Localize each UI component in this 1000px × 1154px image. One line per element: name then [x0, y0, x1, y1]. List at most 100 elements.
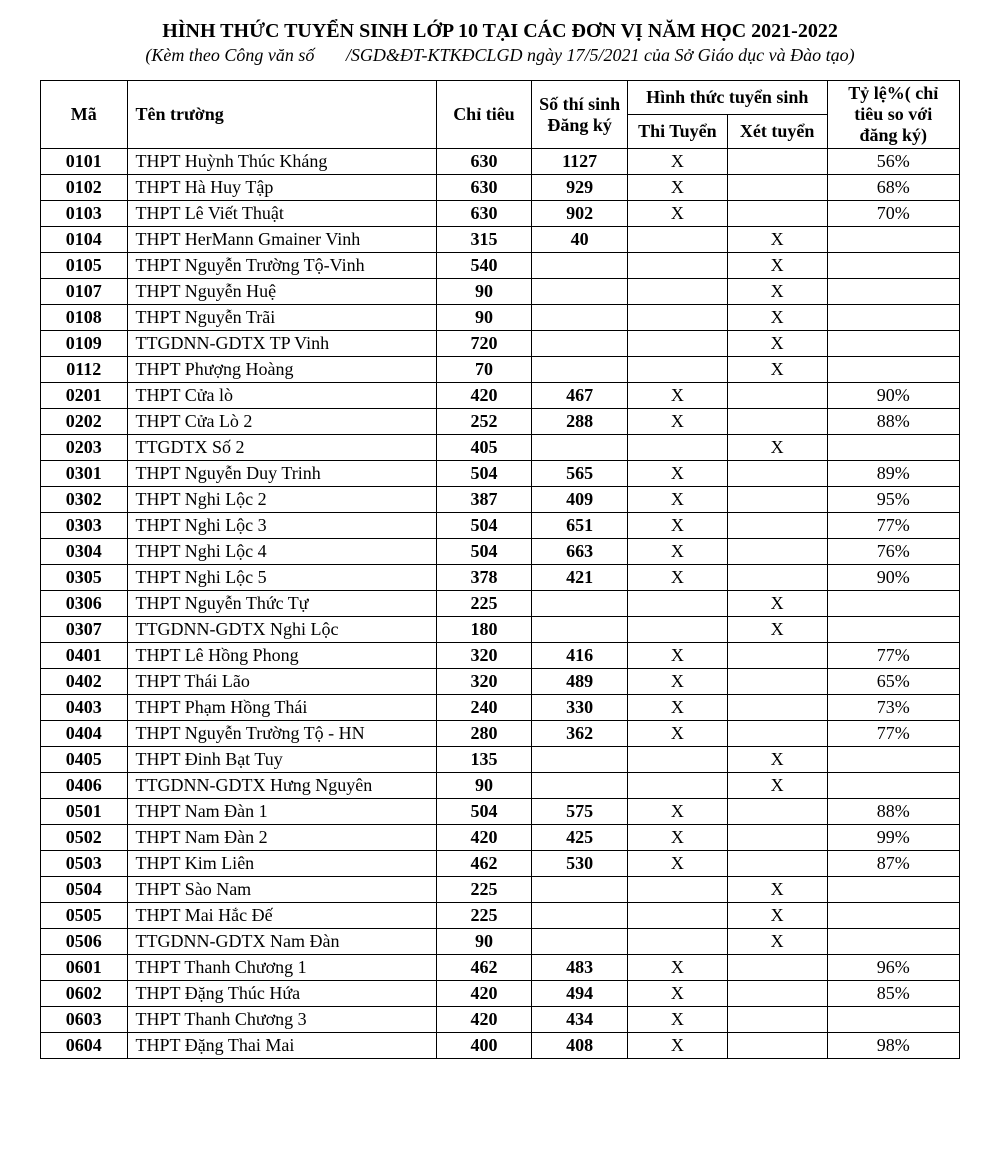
cell-ten: THPT Cửa lò	[127, 383, 436, 409]
cell-dangky: 663	[532, 539, 628, 565]
cell-thituyen: X	[628, 487, 728, 513]
cell-chitieu: 252	[436, 409, 532, 435]
cell-dangky: 575	[532, 799, 628, 825]
cell-ten: THPT Nghi Lộc 3	[127, 513, 436, 539]
cell-tyle	[827, 357, 959, 383]
col-header-tyle: Tỷ lệ%( chỉ tiêu so với đăng ký)	[827, 81, 959, 149]
cell-thituyen: X	[628, 409, 728, 435]
cell-ma: 0304	[41, 539, 128, 565]
cell-chitieu: 720	[436, 331, 532, 357]
cell-ma: 0601	[41, 955, 128, 981]
cell-dangky: 408	[532, 1033, 628, 1059]
cell-thituyen	[628, 253, 728, 279]
table-row: 0101THPT Huỳnh Thúc Kháng6301127X56%	[41, 149, 960, 175]
cell-ten: THPT Thanh Chương 3	[127, 1007, 436, 1033]
cell-ma: 0201	[41, 383, 128, 409]
cell-tyle	[827, 773, 959, 799]
cell-tyle	[827, 253, 959, 279]
table-row: 0504THPT Sào Nam225X	[41, 877, 960, 903]
cell-ma: 0506	[41, 929, 128, 955]
cell-dangky	[532, 773, 628, 799]
cell-xettuyen	[727, 461, 827, 487]
cell-xettuyen	[727, 513, 827, 539]
cell-thituyen: X	[628, 825, 728, 851]
cell-thituyen: X	[628, 539, 728, 565]
cell-thituyen: X	[628, 149, 728, 175]
cell-tyle: 77%	[827, 721, 959, 747]
cell-chitieu: 90	[436, 305, 532, 331]
cell-ten: TTGDNN-GDTX TP Vinh	[127, 331, 436, 357]
col-header-sothi: Số thí sinh Đăng ký	[532, 81, 628, 149]
cell-thituyen: X	[628, 981, 728, 1007]
cell-ten: TTGDNN-GDTX Hưng Nguyên	[127, 773, 436, 799]
table-row: 0602THPT Đặng Thúc Hứa420494X85%	[41, 981, 960, 1007]
cell-dangky: 902	[532, 201, 628, 227]
cell-xettuyen	[727, 1007, 827, 1033]
cell-dangky: 40	[532, 227, 628, 253]
cell-dangky: 651	[532, 513, 628, 539]
cell-ma: 0203	[41, 435, 128, 461]
cell-tyle: 70%	[827, 201, 959, 227]
cell-ten: THPT Nguyễn Trường Tộ-Vinh	[127, 253, 436, 279]
cell-thituyen	[628, 331, 728, 357]
cell-xettuyen: X	[727, 435, 827, 461]
cell-thituyen: X	[628, 175, 728, 201]
table-row: 0406TTGDNN-GDTX Hưng Nguyên90X	[41, 773, 960, 799]
cell-xettuyen	[727, 565, 827, 591]
cell-dangky	[532, 617, 628, 643]
cell-ten: THPT Kim Liên	[127, 851, 436, 877]
cell-chitieu: 420	[436, 1007, 532, 1033]
cell-xettuyen: X	[727, 877, 827, 903]
table-row: 0107THPT Nguyễn Huệ90X	[41, 279, 960, 305]
cell-dangky: 409	[532, 487, 628, 513]
cell-ten: THPT Nguyễn Duy Trinh	[127, 461, 436, 487]
cell-chitieu: 135	[436, 747, 532, 773]
table-row: 0302THPT Nghi Lộc 2387409X95%	[41, 487, 960, 513]
cell-xettuyen	[727, 669, 827, 695]
cell-ma: 0109	[41, 331, 128, 357]
cell-ten: THPT Huỳnh Thúc Kháng	[127, 149, 436, 175]
cell-xettuyen: X	[727, 305, 827, 331]
cell-dangky: 434	[532, 1007, 628, 1033]
cell-xettuyen: X	[727, 617, 827, 643]
cell-xettuyen: X	[727, 773, 827, 799]
cell-dangky: 362	[532, 721, 628, 747]
cell-xettuyen: X	[727, 357, 827, 383]
cell-ma: 0302	[41, 487, 128, 513]
table-row: 0305THPT Nghi Lộc 5378421X90%	[41, 565, 960, 591]
cell-ma: 0101	[41, 149, 128, 175]
cell-ma: 0505	[41, 903, 128, 929]
cell-dangky	[532, 357, 628, 383]
cell-tyle: 76%	[827, 539, 959, 565]
cell-tyle: 96%	[827, 955, 959, 981]
cell-dangky: 467	[532, 383, 628, 409]
cell-ten: THPT Nguyễn Trãi	[127, 305, 436, 331]
cell-thituyen: X	[628, 851, 728, 877]
cell-ten: THPT Sào Nam	[127, 877, 436, 903]
cell-ten: THPT Hà Huy Tập	[127, 175, 436, 201]
cell-thituyen	[628, 773, 728, 799]
cell-xettuyen	[727, 721, 827, 747]
document-subtitle: (Kèm theo Công văn số /SGD&ĐT-KTKĐCLGD n…	[40, 45, 960, 66]
table-row: 0108THPT Nguyễn Trãi90X	[41, 305, 960, 331]
table-row: 0601THPT Thanh Chương 1462483X96%	[41, 955, 960, 981]
table-row: 0402THPT Thái Lão320489X65%	[41, 669, 960, 695]
cell-chitieu: 387	[436, 487, 532, 513]
cell-ten: THPT Nam Đàn 2	[127, 825, 436, 851]
cell-chitieu: 630	[436, 175, 532, 201]
cell-xettuyen	[727, 851, 827, 877]
cell-ma: 0401	[41, 643, 128, 669]
cell-thituyen	[628, 747, 728, 773]
cell-tyle	[827, 877, 959, 903]
document-title: HÌNH THỨC TUYỂN SINH LỚP 10 TẠI CÁC ĐƠN …	[40, 20, 960, 43]
cell-thituyen: X	[628, 565, 728, 591]
cell-tyle: 95%	[827, 487, 959, 513]
cell-thituyen: X	[628, 721, 728, 747]
cell-xettuyen	[727, 487, 827, 513]
cell-dangky	[532, 435, 628, 461]
col-header-xettuyen: Xét tuyển	[727, 115, 827, 149]
cell-chitieu: 504	[436, 539, 532, 565]
cell-xettuyen	[727, 383, 827, 409]
document-page: HÌNH THỨC TUYỂN SINH LỚP 10 TẠI CÁC ĐƠN …	[0, 0, 1000, 1099]
cell-thituyen	[628, 591, 728, 617]
